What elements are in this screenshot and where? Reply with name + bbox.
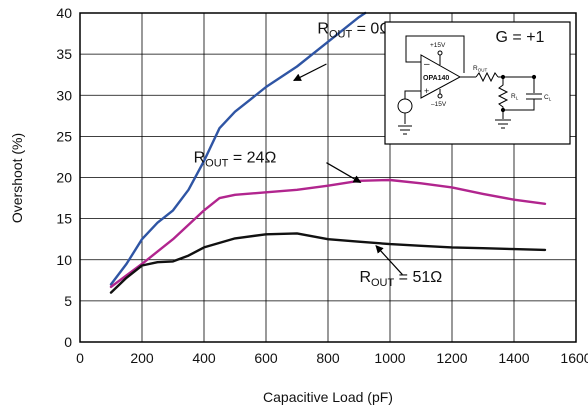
x-tick-label: 200 [130,350,154,366]
x-tick-label: 600 [254,350,278,366]
y-tick-label: 25 [56,128,72,144]
rout-label: ROUT [473,65,487,73]
y-axis-label: Overshoot (%) [9,133,25,223]
y-tick-label: 40 [56,5,72,21]
y-tick-label: 30 [56,87,72,103]
series-line-1 [109,178,547,289]
y-tick-label: 15 [56,211,72,227]
x-tick-label: 0 [76,350,84,366]
circuit-inset: G = +1 – + OPA140 + [384,21,571,145]
annotation-arrow-2 [375,245,403,275]
y-tick-label: 0 [64,334,72,350]
inverting-input-sign: – [424,59,430,70]
op-amp-name: OPA140 [423,75,449,82]
cl-label: CL [544,94,552,102]
series-line-2 [109,232,547,294]
gain-label: G = +1 [496,29,545,46]
annotation-arrow-1 [326,162,362,183]
plot-frame [79,12,577,343]
x-tick-label: 1600 [560,350,588,366]
noninverting-input-sign: + [424,86,429,96]
x-tick-label: 1000 [374,350,405,366]
y-tick-label: 20 [56,170,72,186]
tick-labels: 0 200 400 600 800 1000 1200 1400 1600 0 5 10 15 20 25 3… [56,5,588,366]
positive-supply-label: +15V [430,42,446,49]
x-tick-label: 400 [192,350,216,366]
x-tick-label: 1200 [436,350,467,366]
x-tick-label: 1400 [498,350,529,366]
y-tick-label: 10 [56,252,72,268]
series-line-0 [109,11,367,286]
annotation-arrow-0 [293,63,327,81]
x-axis-label: Capacitive Load (pF) [263,389,393,405]
negative-supply-label: –15V [431,101,447,108]
annotation-label-0: ROUT = 0Ω [317,21,391,41]
y-tick-label: 35 [56,46,72,62]
inset-frame [384,21,571,145]
annotation-label-1: ROUT = 24Ω [194,150,277,170]
x-tick-label: 800 [316,350,340,366]
rl-label: RL [511,93,519,101]
y-tick-label: 5 [64,293,72,309]
annotations: ROUT = 0Ω ROUT = 24Ω ROUT = 51Ω [194,21,443,289]
op-amp-symbol [397,35,542,135]
annotation-label-2: ROUT = 51Ω [359,269,442,289]
series [109,11,547,294]
